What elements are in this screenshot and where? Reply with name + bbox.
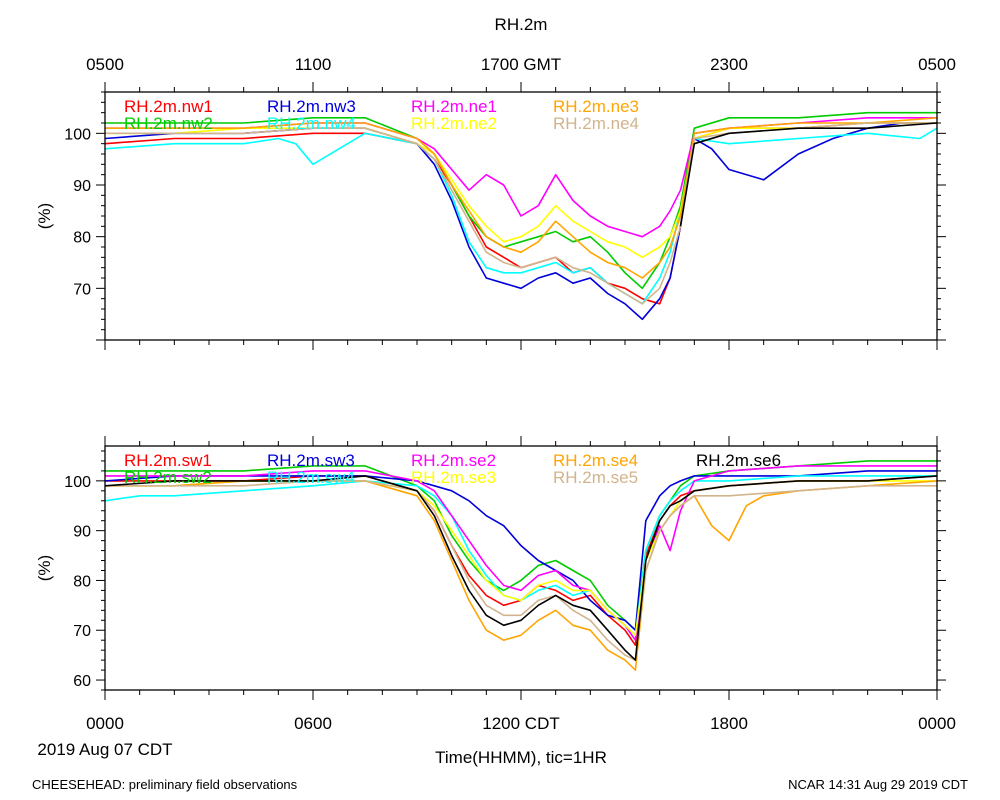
y-axis-label: (%) bbox=[35, 555, 54, 581]
legend-entry: RH.2m.nw1 bbox=[124, 97, 213, 116]
legend-entry: RH.2m.nw2 bbox=[124, 114, 213, 133]
footer-right: NCAR 14:31 Aug 29 2019 CDT bbox=[788, 777, 968, 792]
top-tick-label: 1100 bbox=[295, 55, 332, 74]
y-tick-label: 60 bbox=[73, 673, 91, 690]
top-tick-label: 0500 bbox=[918, 55, 956, 74]
legend-entry: RH.2m.se6 bbox=[696, 451, 781, 470]
y-tick-label: 80 bbox=[73, 573, 91, 590]
series-line-RH.2m.sw3 bbox=[105, 470, 937, 632]
legend-entry: RH.2m.se5 bbox=[553, 468, 638, 487]
series-line-RH.2m.se4 bbox=[105, 480, 937, 671]
x-axis-label: Time(HHMM), tic=1HR bbox=[435, 748, 607, 767]
legend-entry: RH.2m.sw3 bbox=[267, 451, 355, 470]
y-tick-label: 70 bbox=[73, 623, 91, 640]
bottom-tick-label: 1800 bbox=[710, 714, 748, 733]
legend-entry: RH.2m.nw4 bbox=[267, 114, 356, 133]
series-group bbox=[105, 460, 937, 671]
top-tick-label: 2300 bbox=[710, 55, 748, 74]
top-tick-label: 1700 GMT bbox=[481, 55, 561, 74]
series-line-RH.2m.nw1 bbox=[105, 122, 937, 305]
series-line-RH.2m.nw3 bbox=[105, 122, 937, 321]
series-line-RH.2m.se5 bbox=[105, 480, 937, 661]
legend-entry: RH.2m.se4 bbox=[553, 451, 638, 470]
legend-entry: RH.2m.ne2 bbox=[411, 114, 497, 133]
series-line-black bbox=[679, 122, 937, 227]
series-line-RH.2m.se3 bbox=[105, 480, 937, 637]
date-label: 2019 Aug 07 CDT bbox=[37, 740, 172, 759]
bottom-tick-label: 1200 CDT bbox=[482, 714, 559, 733]
legend-entry: RH.2m.ne3 bbox=[553, 97, 639, 116]
legend-entry: RH.2m.ne1 bbox=[411, 97, 497, 116]
y-tick-label: 80 bbox=[73, 230, 91, 247]
top-tick-label: 0500 bbox=[86, 55, 124, 74]
y-tick-label: 70 bbox=[73, 281, 91, 298]
bottom-axis-tick-labels: 0000 0600 1200 CDT 1800 0000 bbox=[86, 714, 956, 733]
y-tick-label: 90 bbox=[73, 178, 91, 195]
legend-entry: RH.2m.sw4 bbox=[267, 468, 355, 487]
y-tick-label: 90 bbox=[73, 524, 91, 541]
y-tick-label: 100 bbox=[64, 474, 91, 491]
legend-entry: RH.2m.nw3 bbox=[267, 97, 356, 116]
series-line-RH.2m.sw4 bbox=[105, 475, 937, 637]
y-tick-label: 100 bbox=[64, 126, 91, 143]
series-line-RH.2m.nw4 bbox=[105, 127, 937, 305]
legend-entry: RH.2m.se3 bbox=[411, 468, 496, 487]
legend-entry: RH.2m.ne4 bbox=[553, 114, 639, 133]
legend-entry: RH.2m.sw2 bbox=[124, 468, 212, 487]
series-line-RH.2m.se6 bbox=[105, 475, 937, 661]
top-axis-tick-labels: 0500 1100 1700 GMT 2300 0500 bbox=[86, 55, 956, 74]
upper-panel: 708090100(%)RH.2m.nw1RH.2m.nw2RH.2m.nw3R… bbox=[35, 82, 946, 350]
series-line-RH.2m.ne3 bbox=[105, 117, 937, 279]
series-line-RH.2m.ne4 bbox=[105, 122, 937, 305]
y-axis-label: (%) bbox=[35, 203, 54, 229]
series-line-RH.2m.ne1 bbox=[105, 117, 937, 238]
legend-entry: RH.2m.sw1 bbox=[124, 451, 212, 470]
chart-title: RH.2m bbox=[495, 15, 548, 34]
bottom-tick-label: 0000 bbox=[918, 714, 956, 733]
legend-entry: RH.2m.se2 bbox=[411, 451, 496, 470]
footer-left: CHEESEHEAD: preliminary field observatio… bbox=[32, 777, 298, 792]
series-group bbox=[105, 111, 937, 321]
bottom-tick-label: 0000 bbox=[86, 714, 124, 733]
bottom-tick-label: 0600 bbox=[294, 714, 332, 733]
